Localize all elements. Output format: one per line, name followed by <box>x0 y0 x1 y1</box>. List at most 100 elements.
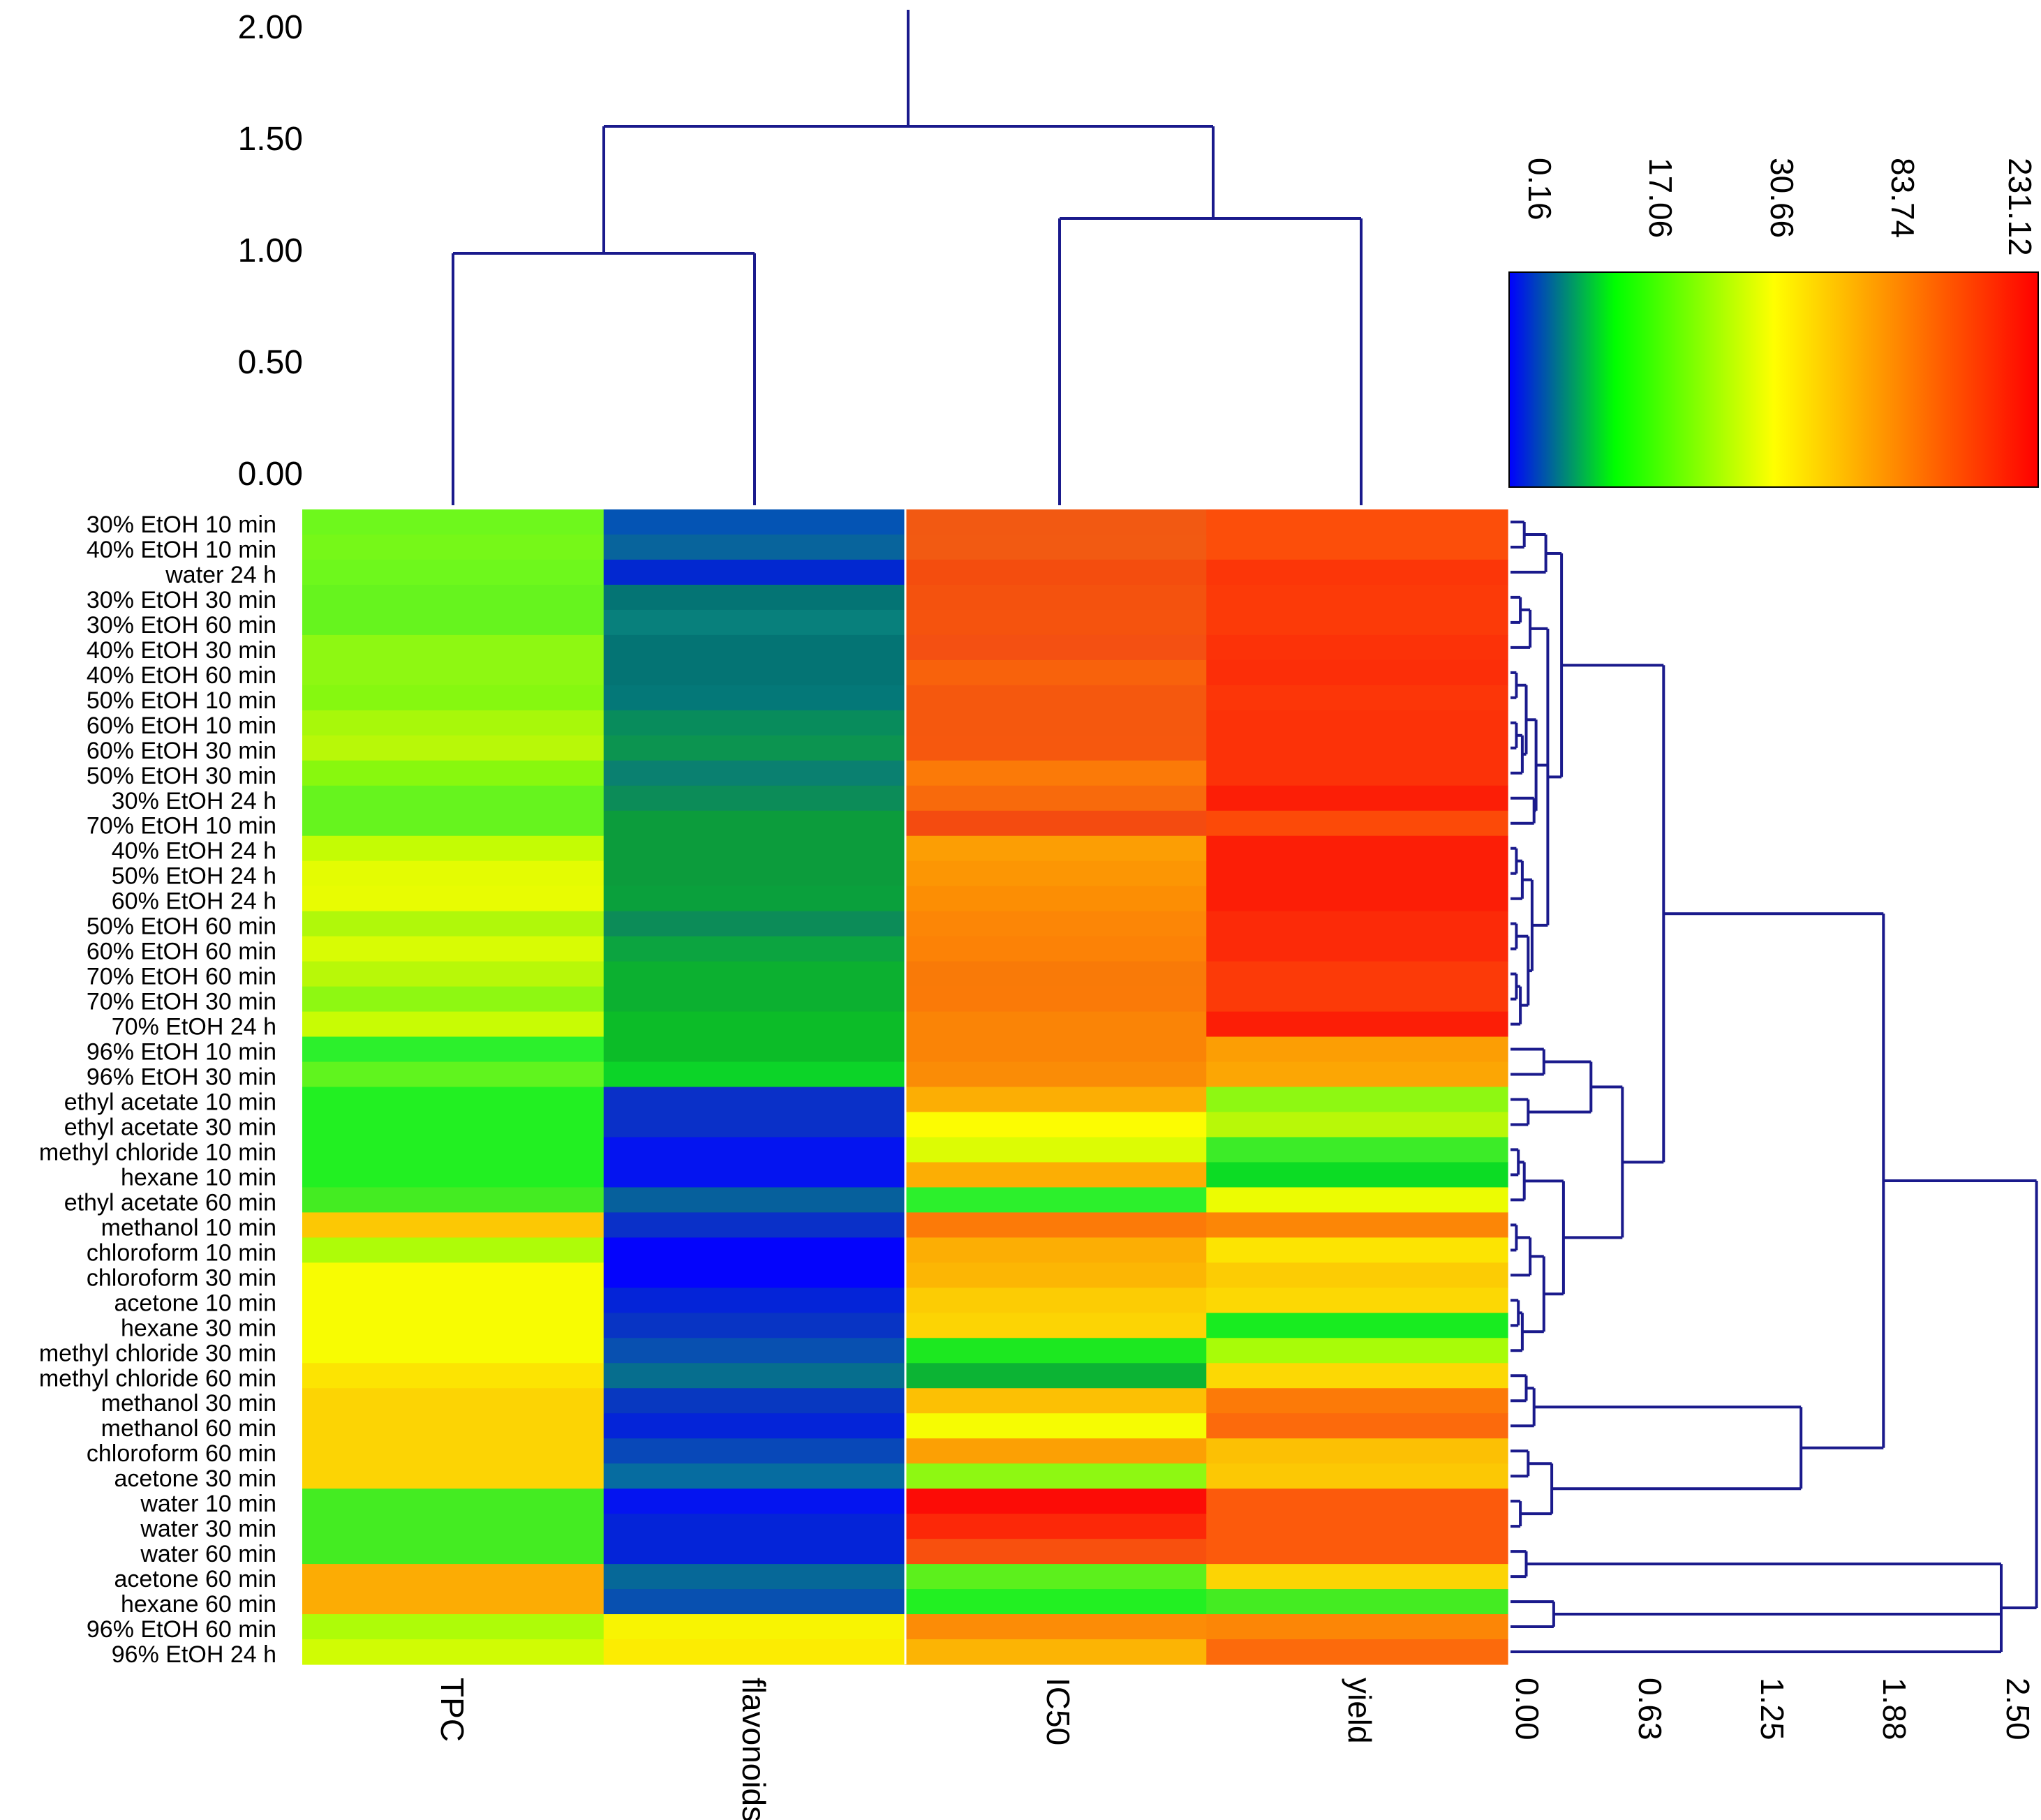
column-dendrogram-axis: 2.00 1.50 1.00 0.50 0.00 <box>238 9 303 493</box>
heatmap-cell <box>905 735 1207 761</box>
heatmap-cell <box>905 1589 1207 1615</box>
heatmap-cell <box>302 785 604 812</box>
heatmap-cell <box>905 886 1207 912</box>
heatmap-cell <box>603 1262 906 1288</box>
row-label: 30% EtOH 24 h <box>112 788 276 814</box>
heatmap-cell <box>905 760 1207 786</box>
heatmap-cell <box>905 634 1207 661</box>
heatmap-cell <box>603 609 906 636</box>
row-label: 96% EtOH 24 h <box>112 1641 276 1668</box>
heatmap-cell <box>1206 509 1508 535</box>
heatmap-cell <box>905 609 1207 636</box>
heatmap-cell <box>905 534 1207 560</box>
heatmap-cell <box>603 961 906 987</box>
row-label: 50% EtOH 60 min <box>87 913 276 940</box>
heatmap-cell <box>603 534 906 560</box>
heatmap-cell <box>302 685 604 711</box>
col-dendro-tick-label: 2.00 <box>238 9 303 46</box>
heatmap-cell <box>302 1187 604 1213</box>
row-label: 40% EtOH 30 min <box>87 637 276 664</box>
heatmap-cell <box>1206 584 1508 611</box>
column-dendrogram <box>452 10 1363 505</box>
heatmap-cell <box>603 1237 906 1263</box>
heatmap-cell <box>603 1087 906 1113</box>
heatmap-cell <box>603 1036 906 1063</box>
heatmap-cell <box>1206 1162 1508 1188</box>
heatmap-cell <box>302 1011 604 1038</box>
heatmap-cell <box>1206 1087 1508 1113</box>
heatmap-cell <box>603 1463 906 1489</box>
row-label: 30% EtOH 60 min <box>87 612 276 639</box>
heatmap-cell <box>603 1187 906 1213</box>
heatmap-cell <box>603 1363 906 1389</box>
heatmap-cell <box>1206 760 1508 786</box>
heatmap-cell <box>905 1539 1207 1565</box>
heatmap-cell <box>905 1011 1207 1038</box>
heatmap-cell <box>1206 986 1508 1013</box>
column-labels: TPC flavonoids IC50 yield <box>434 1678 1378 1820</box>
heatmap-cell <box>1206 1589 1508 1615</box>
row-label: 50% EtOH 24 h <box>112 863 276 890</box>
heatmap-cell <box>905 1338 1207 1364</box>
heatmap-cell <box>603 760 906 786</box>
heatmap-cell <box>603 1313 906 1338</box>
row-label: acetone 60 min <box>114 1566 277 1592</box>
row-dendrogram <box>1511 521 2038 1653</box>
heatmap-cell <box>905 1187 1207 1213</box>
heatmap-cell <box>302 1614 604 1640</box>
heatmap-cell <box>1206 1564 1508 1590</box>
heatmap-cell <box>302 911 604 937</box>
heatmap-cell <box>603 1514 906 1539</box>
heatmap-cell <box>302 986 604 1013</box>
heatmap-cell <box>302 710 604 736</box>
heatmap-cell <box>905 1036 1207 1063</box>
heatmap-cell <box>302 1313 604 1338</box>
row-label: methanol 30 min <box>101 1390 276 1417</box>
heatmap-cell <box>905 1639 1207 1665</box>
heatmap-cell <box>905 936 1207 962</box>
heatmap-cell <box>1206 936 1508 962</box>
row-label: 40% EtOH 24 h <box>112 838 276 865</box>
row-label: 50% EtOH 10 min <box>87 687 276 714</box>
heatmap-cell <box>1206 911 1508 937</box>
heatmap-cell <box>905 509 1207 535</box>
row-label: chloroform 30 min <box>87 1265 276 1291</box>
heatmap-cell <box>1206 1489 1508 1514</box>
row-label: 96% EtOH 60 min <box>87 1616 276 1643</box>
heatmap-cell <box>905 1363 1207 1389</box>
heatmap-cell <box>302 835 604 862</box>
heatmap-cell <box>603 1388 906 1414</box>
heatmap-cell <box>302 1087 604 1113</box>
heatmap-cell <box>1206 1413 1508 1439</box>
heatmap-cell <box>1206 1212 1508 1238</box>
heatmap-cell <box>1206 1036 1508 1063</box>
colorbar-gradient <box>1508 271 2039 488</box>
colorbar-tick-label: 30.66 <box>1764 158 1800 238</box>
heatmap-cell <box>1206 1363 1508 1389</box>
row-label: 96% EtOH 30 min <box>87 1064 276 1091</box>
column-label: yield <box>1342 1678 1378 1744</box>
heatmap-cell <box>905 1137 1207 1163</box>
heatmap-cell <box>1206 634 1508 661</box>
heatmap-cell <box>1206 1288 1508 1313</box>
heatmap-cell <box>905 1212 1207 1238</box>
heatmap-cell <box>603 659 906 686</box>
colorbar: 0.16 17.06 30.66 83.74 231.12 <box>1508 158 2039 488</box>
row-label: ethyl acetate 30 min <box>64 1114 276 1140</box>
row-label: 70% EtOH 60 min <box>87 964 276 990</box>
heatmap-cell <box>1206 659 1508 686</box>
row-label: 70% EtOH 30 min <box>87 989 276 1015</box>
heatmap-cell <box>905 685 1207 711</box>
heatmap-cell <box>302 534 604 560</box>
column-label: IC50 <box>1040 1678 1076 1745</box>
heatmap-cell <box>302 1589 604 1615</box>
row-label: 60% EtOH 24 h <box>112 888 276 915</box>
heatmap-cell <box>302 860 604 887</box>
heatmap-cell <box>905 785 1207 812</box>
heatmap-cell <box>905 986 1207 1013</box>
row-dendro-tick-label: 0.00 <box>1509 1678 1545 1740</box>
row-label: 30% EtOH 30 min <box>87 587 276 613</box>
heatmap-cell <box>603 835 906 862</box>
